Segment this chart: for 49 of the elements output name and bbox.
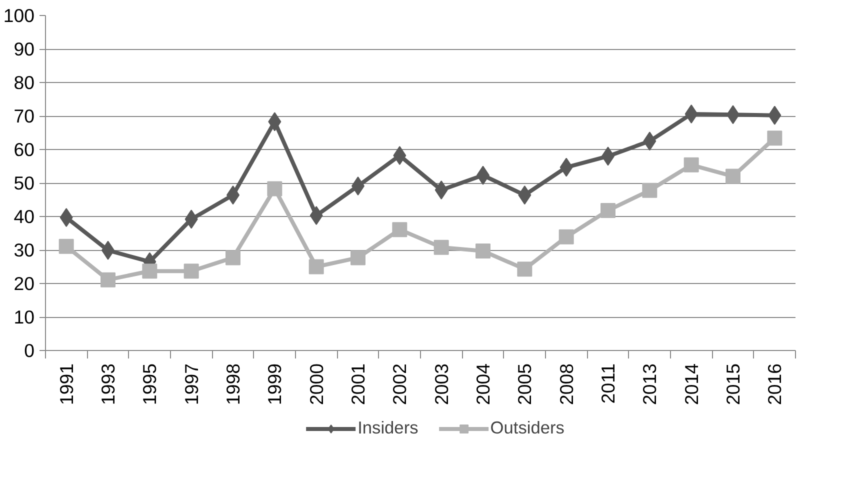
x-tick-label: 1991 [56,363,77,406]
x-tick-label: 2015 [722,363,744,406]
point [600,202,616,218]
y-tick-label: 90 [14,38,35,60]
x-tick-label: 2008 [556,363,577,406]
legend-label: Insiders [358,418,418,438]
x-tick-label: 2014 [680,363,702,406]
point [392,222,408,238]
point [684,157,699,172]
x-tick-label: 1997 [180,363,202,406]
point [558,229,574,244]
point [58,238,74,254]
x-tick-label: 2005 [514,363,536,406]
point [476,244,490,259]
y-tick-label: 100 [3,5,35,26]
x-tick-label: 1998 [222,363,244,406]
point [767,130,782,146]
x-tick-label: 2004 [472,363,494,406]
point [434,240,449,255]
point [226,250,240,266]
x-tick-label: 2016 [764,363,786,406]
y-tick-label: 50 [14,172,35,194]
x-tick-label: 1999 [264,363,286,406]
legend-label: Outsiders [490,418,564,438]
point [726,168,740,184]
x-tick-label: 2002 [389,363,410,406]
point [100,272,116,288]
x-tick-label: 2003 [430,363,452,406]
y-tick-label: 30 [14,240,35,260]
y-tick-label: 80 [14,72,35,93]
x-tick-label: 1993 [98,363,118,406]
point [350,250,366,266]
x-tick-label: 2011 [598,363,618,404]
y-tick-label: 10 [14,306,35,328]
y-tick-label: 70 [14,106,35,126]
point [142,264,158,279]
point [267,181,282,196]
y-tick-label: 20 [14,273,35,294]
point [642,182,658,198]
point [517,262,532,277]
x-tick-label: 1995 [139,363,160,406]
y-tick-label: 40 [14,206,35,227]
x-tick-label: 2000 [306,363,327,406]
y-tick-label: 60 [14,139,35,160]
x-tick-label: 2001 [348,363,368,406]
point [308,259,324,274]
x-tick-label: 2013 [639,363,660,406]
y-tick-label: 0 [24,340,35,361]
point [184,264,199,279]
